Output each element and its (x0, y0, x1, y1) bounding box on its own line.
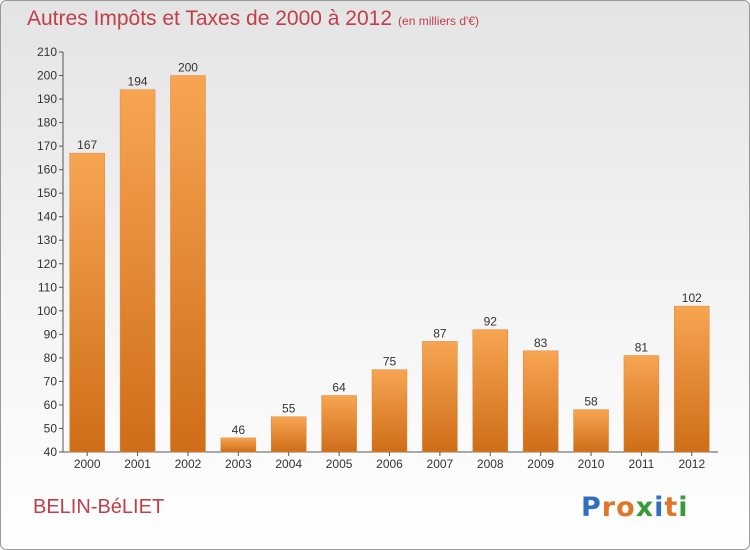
bar (119, 89, 156, 453)
y-tick-label: 120 (37, 257, 57, 271)
x-tick-label: 2001 (124, 457, 151, 471)
data-label: 55 (282, 402, 296, 416)
data-label: 58 (584, 395, 598, 409)
x-tick-label: 2012 (678, 457, 705, 471)
y-tick-label: 210 (37, 45, 57, 59)
y-tick-label: 180 (37, 116, 57, 130)
data-label: 64 (332, 381, 346, 395)
logo-letter: x (635, 492, 655, 523)
y-tick-label: 60 (44, 398, 58, 412)
bar (623, 355, 660, 453)
y-tick-label: 40 (44, 445, 58, 459)
x-tick-label: 2008 (477, 457, 504, 471)
bar (220, 437, 257, 453)
chart-title: Autres Impôts et Taxes de 2000 à 2012 (en… (27, 7, 479, 31)
x-tick-label: 2002 (175, 457, 202, 471)
data-label: 87 (433, 326, 447, 340)
logo-letter: i (654, 492, 665, 523)
y-tick-label: 80 (44, 351, 58, 365)
y-tick-label: 50 (44, 421, 58, 435)
x-tick-label: 2004 (275, 457, 302, 471)
data-label: 83 (534, 336, 548, 350)
logo-letter: i (678, 492, 689, 523)
logo-letter: t (664, 492, 679, 523)
logo-letter: o (616, 492, 636, 523)
logo-letter: r (601, 492, 617, 523)
data-label: 92 (484, 315, 498, 329)
x-tick-label: 2003 (225, 457, 252, 471)
data-label: 167 (77, 138, 97, 152)
bar (270, 416, 307, 453)
proxiti-logo: Proxiti (581, 492, 689, 523)
x-tick-label: 2010 (578, 457, 605, 471)
y-tick-label: 190 (37, 92, 57, 106)
bar (69, 152, 105, 453)
data-label: 102 (682, 291, 702, 305)
bar (674, 305, 710, 453)
chart-title-text: Autres Impôts et Taxes de 2000 à 2012 (27, 7, 393, 30)
y-tick-label: 160 (37, 163, 57, 177)
y-tick-label: 170 (37, 139, 57, 153)
bar (422, 341, 458, 453)
data-label: 75 (383, 355, 397, 369)
x-tick-label: 2000 (74, 457, 101, 471)
y-tick-label: 140 (37, 210, 57, 224)
bar (522, 350, 559, 453)
x-tick-label: 2007 (427, 457, 454, 471)
commune-name: BELIN-BéLIET (33, 496, 165, 518)
data-label: 46 (232, 423, 246, 437)
y-tick-label: 200 (37, 69, 57, 83)
data-label: 81 (635, 341, 649, 355)
x-tick-label: 2005 (326, 457, 353, 471)
y-tick-label: 150 (37, 186, 57, 200)
y-tick-label: 90 (44, 327, 58, 341)
x-tick-label: 2009 (527, 457, 554, 471)
bar (573, 409, 609, 453)
x-tick-label: 2006 (376, 457, 403, 471)
y-tick-label: 110 (38, 280, 57, 294)
x-tick-label: 2011 (629, 457, 655, 471)
data-label: 200 (178, 61, 198, 75)
bar (371, 369, 408, 453)
y-tick-label: 100 (37, 304, 57, 318)
bar (472, 329, 509, 453)
y-tick-label: 130 (37, 233, 57, 247)
bar (321, 395, 357, 453)
chart-title-unit: (en milliers d'€) (398, 14, 480, 28)
bar (170, 75, 206, 453)
logo-letter: P (581, 492, 602, 523)
y-tick-label: 70 (44, 374, 58, 388)
data-label: 194 (128, 75, 148, 89)
